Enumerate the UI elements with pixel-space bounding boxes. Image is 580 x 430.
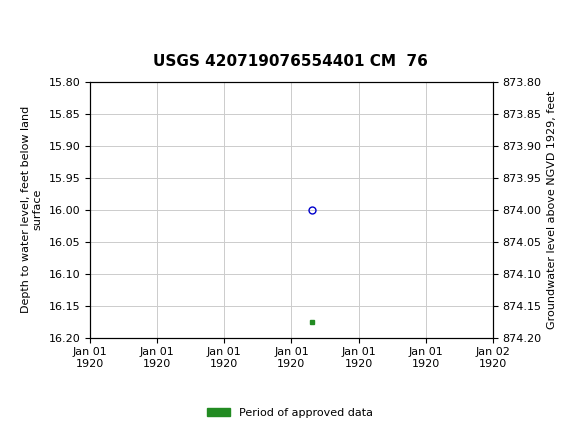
Text: USGS: USGS [61,12,108,27]
Text: USGS 420719076554401 CM  76: USGS 420719076554401 CM 76 [153,54,427,69]
Y-axis label: Groundwater level above NGVD 1929, feet: Groundwater level above NGVD 1929, feet [548,90,557,329]
Y-axis label: Depth to water level, feet below land
surface: Depth to water level, feet below land su… [21,106,43,313]
Legend: Period of approved data: Period of approved data [203,403,377,422]
